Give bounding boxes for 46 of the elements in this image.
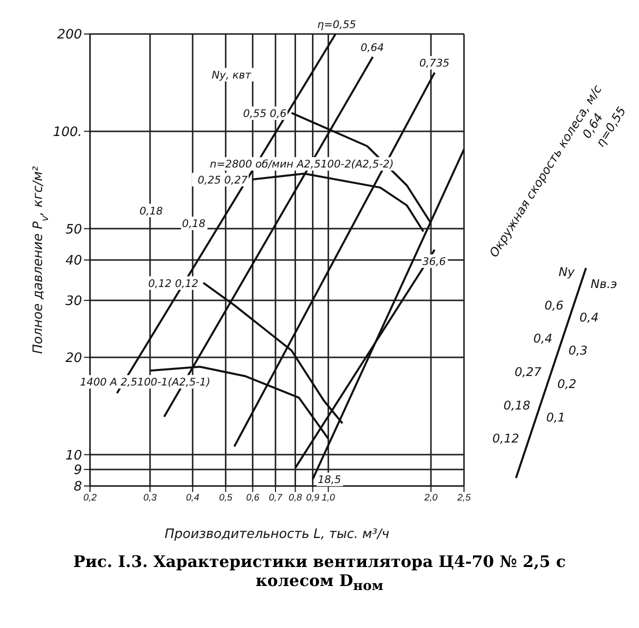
text: Nу [558,265,576,279]
text: 0,27 [514,365,542,379]
text: 0,18 [504,398,531,412]
x-tick-label: 0,6 [246,492,260,504]
y-tick-label: 10 [65,448,82,464]
annotation: 0,64 [360,42,384,54]
y-tick-label: 20 [65,350,82,366]
annotation: 0,18 [182,218,206,230]
annotation: 0,25 0,27 [198,174,248,186]
text: 0,12 [492,432,520,446]
x-tick-label: 0,9 [306,492,320,504]
annotation: 18,5 [318,474,342,486]
x-tick-label: 0,3 [143,492,158,504]
y-tick-label: 200 [57,28,82,43]
x-tick-label: 2,0 [423,492,438,504]
y-tick-label: 8 [74,480,82,495]
y-tick-label: 50 [65,222,82,238]
text: Nв.э [590,277,618,291]
text: 0,4 [533,332,552,346]
x-tick-label: 2,5 [456,492,472,504]
text: 0,4 [580,310,599,324]
text: 0,6 [544,298,564,312]
text: Рис. I.3. Характеристики вентилятора Ц4-70 № 2,5 с колесом D$_{ном}$ [73,552,566,594]
y-tick-label: 9 [74,463,82,478]
x-tick-label: 1,0 [322,492,336,504]
text: 0,1 [546,410,566,424]
annotation: η=0,55 [317,19,356,31]
x-tick-label: 0,2 [83,492,98,504]
x-tick-label: 0,4 [186,492,200,504]
annotation: 0,18 [139,205,164,218]
text: 0,2 [557,377,576,391]
annotation: 1400 А 2,5100-1(А2,5-1) [80,376,210,389]
annotation: Nу, квт [212,69,252,82]
x-tick-label: 0,8 [288,492,303,504]
y-tick-label: 40 [65,254,82,269]
text: 0,3 [568,344,588,358]
annotation: 0,12 0,12 [148,278,199,290]
x-tick-label: 0,5 [219,492,233,504]
annotation: n=2800 об/мин А2,5100-2(А2,5-2) [210,158,394,171]
x-tick-label: 0,7 [268,492,283,504]
annotation: 0,735 [419,58,450,70]
y-tick-label: 30 [65,294,82,310]
annotation: 0,55 0,6 [243,108,287,120]
annotation: 36,6 [422,256,446,268]
y-tick-label: 100. [53,124,82,140]
x-axis-title: Производительность L, тыс. м³/ч [164,527,390,542]
